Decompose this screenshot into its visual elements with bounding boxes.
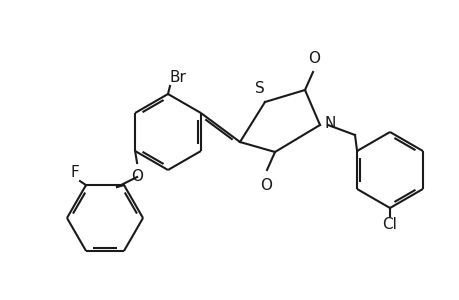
Text: O: O — [308, 51, 319, 66]
Text: S: S — [255, 81, 264, 96]
Text: Br: Br — [170, 70, 186, 85]
Text: O: O — [131, 169, 143, 184]
Text: Cl: Cl — [382, 217, 397, 232]
Text: O: O — [259, 178, 271, 193]
Text: F: F — [70, 165, 79, 180]
Text: N: N — [325, 116, 336, 130]
